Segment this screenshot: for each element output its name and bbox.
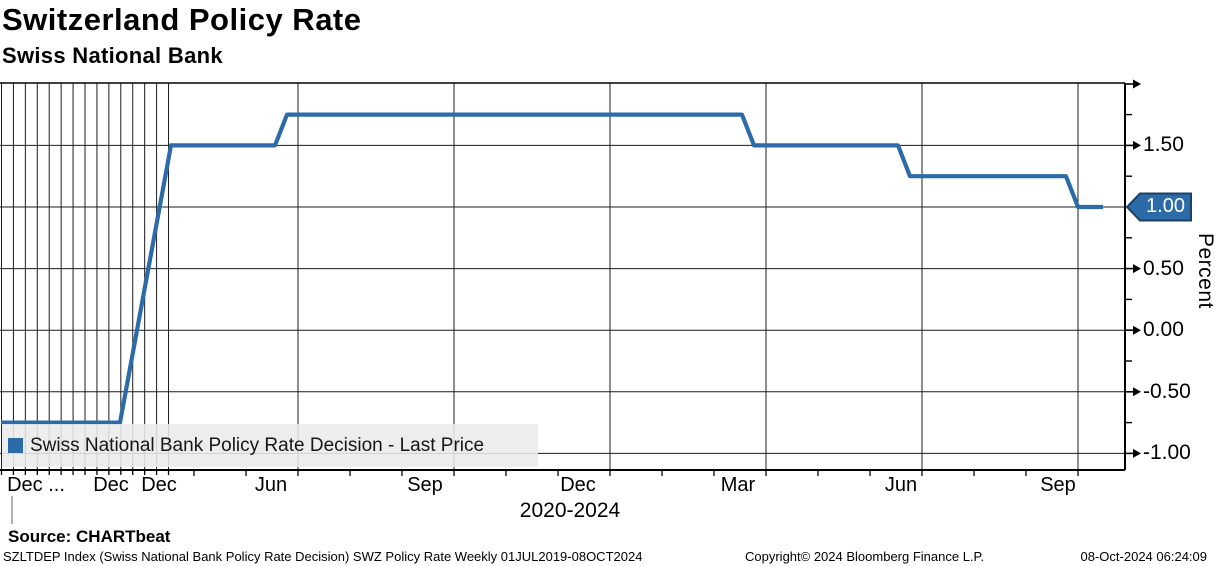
y-tick-arrow-head: [1133, 140, 1141, 150]
x-axis-period-label: 2020-2024: [519, 499, 621, 522]
y-tick-label: -1.00: [1143, 441, 1191, 465]
footer-timestamp: 08-Oct-2024 06:24:09: [1080, 549, 1207, 564]
y-tick-label: 1.50: [1143, 133, 1184, 157]
page-subtitle: Swiss National Bank: [2, 43, 223, 68]
y-axis-title: Percent: [1194, 233, 1217, 309]
x-tick-label: Dec: [93, 474, 129, 496]
y-tick-arrow-head: [1133, 264, 1141, 274]
y-tick-arrow-head: [1133, 79, 1141, 89]
source-label: Source: CHARTbeat: [8, 527, 171, 546]
footer-ticker-info: SZLTDEP Index (Swiss National Bank Polic…: [3, 549, 643, 564]
x-tick-label: Mar: [720, 474, 756, 496]
legend-item-label: Swiss National Bank Policy Rate Decision…: [30, 434, 485, 456]
x-tick-label: Dec: [560, 474, 596, 496]
last-price-badge: [1125, 192, 1192, 222]
policy-rate-line: [1, 112, 1103, 425]
x-tick-label: Sep: [1040, 474, 1076, 496]
y-tick-arrow-head: [1133, 387, 1141, 397]
chart-plot-area[interactable]: [0, 83, 1125, 470]
footer-copyright: Copyright© 2024 Bloomberg Finance L.P.: [745, 549, 985, 564]
x-tick-label: Sep: [407, 474, 443, 496]
y-tick-label: -0.50: [1143, 379, 1191, 403]
x-tick-label: Jun: [254, 474, 288, 496]
x-tick-label: Dec ...: [7, 474, 65, 496]
legend[interactable]: Swiss National Bank Policy Rate Decision…: [2, 424, 538, 467]
x-tick-label: Jun: [884, 474, 918, 496]
last-price-badge-label: 1.00: [1146, 195, 1185, 217]
y-tick-arrow-head: [1133, 448, 1141, 458]
page-title: Switzerland Policy Rate: [2, 2, 362, 37]
y-tick-label: 0.50: [1143, 256, 1184, 280]
legend-swatch-icon: [8, 438, 23, 453]
y-tick-label: 0.00: [1143, 318, 1184, 342]
y-tick-arrow-head: [1133, 325, 1141, 335]
x-tick-label: Dec: [141, 474, 177, 496]
